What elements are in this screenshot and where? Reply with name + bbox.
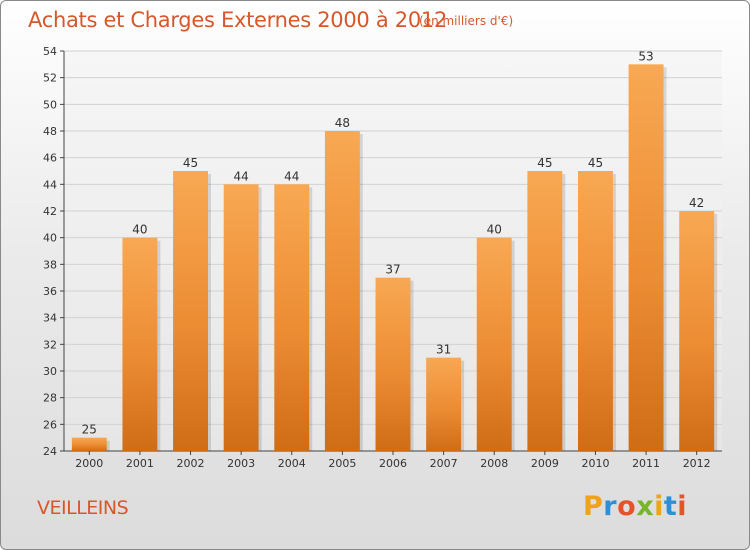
x-tick-label: 2000 <box>75 457 103 470</box>
x-tick-label: 2010 <box>581 457 609 470</box>
y-tick-label: 26 <box>43 418 57 431</box>
bar-value-label: 45 <box>537 156 552 170</box>
x-tick-label: 2009 <box>531 457 559 470</box>
bar <box>527 171 563 451</box>
y-tick-label: 36 <box>43 285 57 298</box>
x-tick-label: 2003 <box>227 457 255 470</box>
bar <box>71 437 107 451</box>
bar <box>274 184 310 452</box>
y-tick-label: 46 <box>43 152 57 165</box>
y-tick-label: 34 <box>43 312 57 325</box>
bar <box>679 211 715 451</box>
bar-value-label: 42 <box>689 196 704 210</box>
bar-value-label: 45 <box>183 156 198 170</box>
bar-value-label: 44 <box>284 169 299 183</box>
x-tick-label: 2001 <box>126 457 154 470</box>
proxiti-logo[interactable]: Proxiti <box>583 491 688 522</box>
y-tick-label: 48 <box>43 125 57 138</box>
bar-value-label: 44 <box>234 169 249 183</box>
x-tick-label: 2006 <box>379 457 407 470</box>
y-tick-label: 40 <box>43 232 57 245</box>
y-tick-label: 38 <box>43 258 57 271</box>
bar <box>577 171 613 451</box>
y-tick-label: 32 <box>43 338 57 351</box>
bar-value-label: 53 <box>638 49 653 63</box>
commune-name: VEILLEINS <box>37 497 129 519</box>
x-tick-label: 2007 <box>430 457 458 470</box>
chart-subtitle: (en milliers d'€) <box>419 14 514 28</box>
x-tick-label: 2002 <box>177 457 205 470</box>
y-tick-label: 42 <box>43 205 57 218</box>
y-tick-label: 52 <box>43 72 57 85</box>
bar <box>173 171 209 451</box>
x-tick-label: 2005 <box>328 457 356 470</box>
y-tick-label: 44 <box>43 178 57 191</box>
chart-title: Achats et Charges Externes 2000 à 2012 <box>28 8 448 32</box>
bar-value-label: 40 <box>132 223 147 237</box>
y-tick-label: 50 <box>43 98 57 111</box>
bar-value-label: 31 <box>436 343 451 357</box>
plot-area: 24 26 28 30 32 34 36 38 40 42 44 46 48 50 52 54 25 2000 40… <box>43 45 722 470</box>
bar-value-label: 48 <box>335 116 350 130</box>
x-tick-label: 2012 <box>683 457 711 470</box>
bar <box>375 277 411 451</box>
bar-value-label: 45 <box>588 156 603 170</box>
bar <box>628 64 664 452</box>
bar <box>324 131 360 451</box>
y-tick-label: 54 <box>43 45 57 58</box>
bar <box>223 184 259 452</box>
y-tick-label: 24 <box>43 445 57 458</box>
x-tick-label: 2011 <box>632 457 660 470</box>
bar-value-label: 25 <box>82 423 97 437</box>
bar <box>476 237 512 451</box>
y-tick-label: 28 <box>43 392 57 405</box>
x-tick-label: 2004 <box>278 457 306 470</box>
bar <box>122 237 158 451</box>
y-tick-label: 30 <box>43 365 57 378</box>
bar-value-label: 40 <box>487 223 502 237</box>
x-tick-label: 2008 <box>480 457 508 470</box>
bar-value-label: 37 <box>385 263 400 277</box>
bar <box>426 357 462 451</box>
